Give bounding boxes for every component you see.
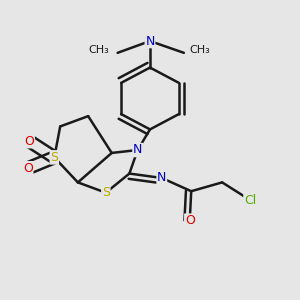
Text: CH₃: CH₃ [88,45,109,55]
Text: O: O [23,162,33,175]
Text: N: N [145,34,155,48]
Text: S: S [50,151,58,164]
Text: O: O [185,214,195,227]
Text: S: S [102,186,110,199]
Text: O: O [24,135,34,148]
Text: Cl: Cl [244,194,256,207]
Text: N: N [157,172,167,184]
Text: CH₃: CH₃ [190,45,211,55]
Text: N: N [133,143,142,157]
